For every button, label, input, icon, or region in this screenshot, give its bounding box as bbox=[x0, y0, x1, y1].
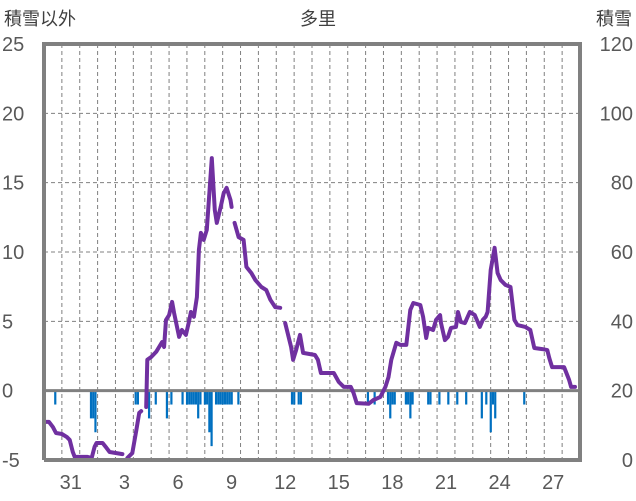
bar bbox=[489, 390, 492, 433]
x-tick-label: 12 bbox=[274, 472, 296, 494]
bar bbox=[206, 390, 209, 405]
plot-border bbox=[42, 42, 582, 462]
bar bbox=[429, 390, 432, 405]
bar bbox=[170, 390, 173, 405]
bar bbox=[223, 390, 227, 405]
snow-depth-line-segment bbox=[232, 220, 283, 310]
bar bbox=[293, 390, 296, 405]
x-tick-label: 21 bbox=[435, 472, 457, 494]
bar bbox=[181, 390, 184, 405]
bar bbox=[447, 390, 450, 405]
bar bbox=[494, 390, 497, 419]
bar bbox=[411, 390, 414, 405]
tick-labels: 25 20 15 10 5 0 -5 120 100 80 60 40 20 0 31 3 6 9 12 15 18 21… bbox=[2, 34, 633, 494]
right-y-tick-label: 0 bbox=[622, 450, 633, 472]
right-y-tick-label: 40 bbox=[611, 311, 633, 333]
line-series bbox=[43, 156, 577, 460]
snow-depth-line-segment bbox=[43, 419, 125, 460]
bar bbox=[190, 390, 193, 405]
x-tick-label: 18 bbox=[381, 472, 403, 494]
right-y-tick-label: 120 bbox=[600, 34, 633, 56]
bar bbox=[393, 390, 396, 405]
bar bbox=[237, 390, 240, 405]
right-y-tick-label: 80 bbox=[611, 173, 633, 195]
bar bbox=[386, 390, 390, 405]
bar bbox=[154, 390, 157, 405]
bar bbox=[94, 390, 97, 433]
bar bbox=[366, 390, 370, 405]
bar bbox=[407, 390, 410, 405]
bar bbox=[221, 390, 224, 405]
bar bbox=[389, 390, 392, 419]
right-y-tick-label: 60 bbox=[611, 242, 633, 264]
x-tick-label: 6 bbox=[172, 472, 183, 494]
bar bbox=[214, 390, 218, 405]
bar bbox=[185, 390, 189, 405]
bar bbox=[299, 390, 303, 405]
bar bbox=[404, 390, 407, 405]
bar bbox=[208, 390, 211, 433]
left-axis-title: 積雪以外 bbox=[4, 9, 76, 30]
bar bbox=[491, 390, 495, 405]
bar bbox=[485, 390, 488, 405]
left-y-tick-label: -5 bbox=[2, 450, 20, 472]
bar bbox=[194, 390, 198, 405]
left-y-tick-label: 15 bbox=[2, 173, 24, 195]
left-y-tick-label: 5 bbox=[2, 311, 13, 333]
bar bbox=[230, 390, 233, 405]
x-tick-label: 31 bbox=[60, 472, 82, 494]
left-y-tick-label: 25 bbox=[2, 34, 24, 56]
bar bbox=[92, 390, 95, 419]
bar bbox=[391, 390, 394, 405]
x-tick-label: 24 bbox=[488, 472, 510, 494]
bar bbox=[523, 390, 526, 405]
bar bbox=[456, 390, 459, 405]
bar bbox=[188, 390, 191, 405]
bar bbox=[210, 390, 213, 447]
bar bbox=[165, 390, 169, 419]
x-tick-label: 9 bbox=[226, 472, 237, 494]
bar bbox=[203, 390, 206, 405]
bar bbox=[409, 390, 412, 419]
left-y-tick-label: 0 bbox=[2, 381, 13, 403]
bar bbox=[226, 390, 229, 405]
bar bbox=[465, 390, 468, 405]
chart-title: 多里 bbox=[300, 9, 336, 30]
bar bbox=[228, 390, 231, 405]
x-tick-label: 27 bbox=[542, 472, 564, 494]
bar bbox=[192, 390, 195, 405]
bar bbox=[480, 390, 483, 419]
right-axis-title: 積雪 bbox=[596, 9, 632, 30]
bar bbox=[438, 390, 441, 405]
right-y-tick-label: 20 bbox=[611, 381, 633, 403]
bar bbox=[199, 390, 202, 405]
bar bbox=[197, 390, 200, 419]
bar bbox=[147, 390, 151, 419]
bar bbox=[54, 390, 57, 405]
bar bbox=[136, 390, 139, 405]
bar bbox=[297, 390, 300, 405]
plot-frame bbox=[42, 42, 582, 462]
x-tick-label: 3 bbox=[119, 472, 130, 494]
bar bbox=[219, 390, 222, 405]
bar bbox=[89, 390, 93, 419]
bar bbox=[427, 390, 430, 405]
snow-depth-line-segment bbox=[125, 409, 144, 460]
snow-depth-line-segment bbox=[283, 245, 577, 406]
left-y-tick-label: 20 bbox=[2, 103, 24, 125]
x-tick-label: 15 bbox=[328, 472, 350, 494]
gridlines bbox=[44, 44, 580, 460]
snow-depth-line-segment bbox=[144, 156, 234, 409]
right-y-tick-label: 100 bbox=[600, 103, 633, 125]
bar bbox=[217, 390, 220, 405]
left-y-tick-label: 10 bbox=[2, 242, 24, 264]
bar bbox=[290, 390, 294, 405]
bar bbox=[134, 390, 137, 405]
bar-series bbox=[54, 390, 526, 447]
